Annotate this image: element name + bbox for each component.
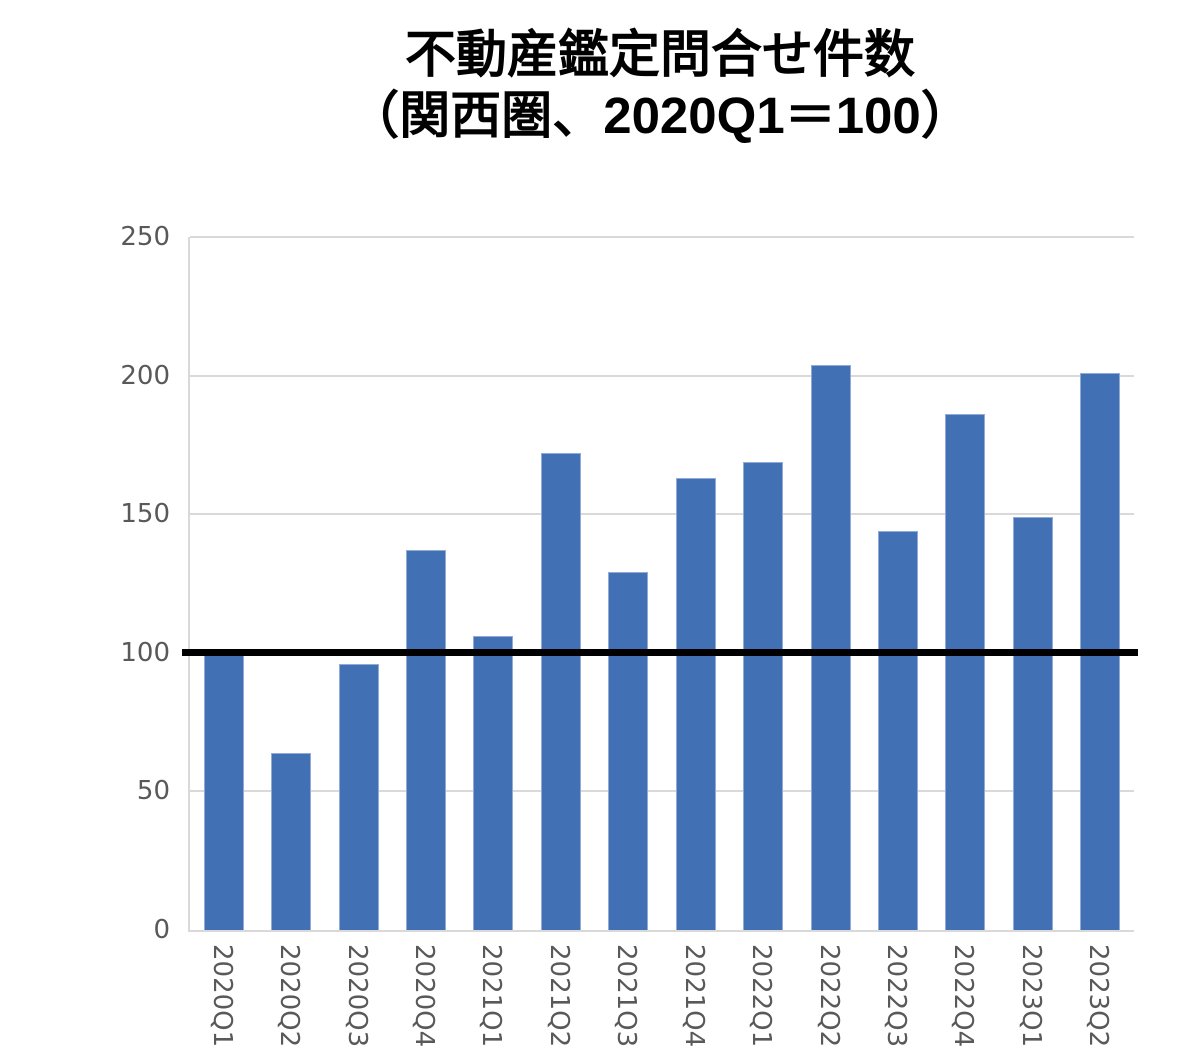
x-axis: 2020Q1 2020Q2 2020Q3 2020Q4 2021Q1 2021Q2 2021… — [188, 944, 1132, 1060]
x-tick-label-2023Q1: 2023Q1 — [1015, 944, 1046, 1048]
x-tick-label-2023Q2: 2023Q2 — [1083, 944, 1114, 1048]
x-tick-label-2022Q3: 2022Q3 — [881, 944, 911, 1048]
bar-2020Q1 — [203, 652, 244, 930]
x-tick-label-2022Q4: 2022Q4 — [948, 944, 979, 1048]
y-tick-label-150: 150 — [120, 499, 170, 530]
y-tick-label-50: 50 — [136, 776, 170, 807]
gridline-150 — [190, 513, 1134, 516]
x-tick-label-2021Q2: 2021Q2 — [543, 944, 574, 1048]
x-tick-label-2020Q3: 2020Q3 — [341, 944, 372, 1048]
bar-2022Q4 — [945, 414, 986, 930]
reference-line-100 — [182, 649, 1138, 657]
y-tick-label-200: 200 — [120, 360, 170, 391]
y-tick-label-250: 250 — [120, 222, 170, 252]
plot-area — [182, 236, 1138, 932]
x-tick-label-2022Q1: 2022Q1 — [746, 944, 777, 1048]
x-tick-label-2020Q4: 2020Q4 — [409, 944, 439, 1048]
x-tick-label-2020Q1: 2020Q1 — [206, 944, 237, 1048]
x-tick-label-2020Q2: 2020Q2 — [274, 944, 305, 1048]
x-tick-label-2022Q2: 2022Q2 — [813, 944, 844, 1048]
bar-2020Q4 — [406, 550, 446, 930]
bar-2021Q1 — [473, 636, 514, 930]
bar-2022Q2 — [810, 364, 851, 930]
gridline-250 — [190, 236, 1134, 238]
chart-title-line-2: （関西圏、2020Q1＝100） — [348, 87, 972, 144]
x-tick-label-2021Q1: 2021Q1 — [476, 944, 507, 1048]
chart-title: 不動産鑑定問合せ件数 （関西圏、2020Q1＝100） — [0, 24, 1201, 146]
y-tick-label-100: 100 — [120, 637, 170, 668]
bar-2020Q2 — [271, 752, 312, 930]
bar-2020Q3 — [338, 663, 379, 930]
bar-2022Q3 — [878, 530, 918, 930]
chart-title-line-1: 不動産鑑定問合せ件数 — [404, 26, 915, 83]
x-tick-label-2021Q3: 2021Q3 — [611, 944, 642, 1048]
y-tick-label-0: 0 — [153, 915, 170, 945]
y-axis: 0 50 100 150 200 250 — [90, 223, 170, 944]
bar-2021Q3 — [608, 572, 649, 930]
gridline-200 — [190, 374, 1134, 377]
bar-2021Q2 — [540, 453, 581, 930]
bar-2023Q1 — [1012, 516, 1053, 930]
gridline-50 — [190, 790, 1134, 793]
bar-2021Q4 — [675, 478, 716, 930]
bar-2022Q1 — [743, 461, 784, 930]
x-tick-label-2021Q4: 2021Q4 — [678, 944, 709, 1048]
